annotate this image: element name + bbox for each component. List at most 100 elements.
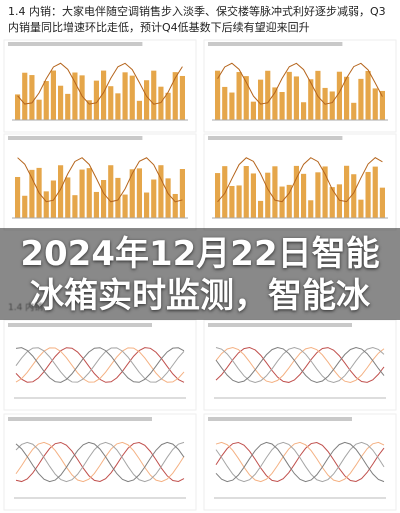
decor-bar	[358, 199, 364, 218]
panel-caption	[8, 323, 152, 327]
panel-frame	[203, 39, 397, 133]
decor-bar	[158, 165, 164, 218]
decor-bar	[43, 81, 49, 120]
decor-bar	[15, 176, 21, 218]
decor-bar	[29, 75, 35, 120]
decor-bar	[351, 102, 357, 120]
decor-bar	[172, 193, 178, 218]
panel-caption	[208, 42, 343, 46]
panel-frame	[3, 413, 197, 511]
decor-bar	[372, 88, 378, 120]
overlay-band: 2024年12月22日智能 冰箱实时监测，智能冰	[0, 228, 400, 320]
decor-line	[15, 441, 185, 483]
decor-bar	[93, 80, 99, 120]
decor-bar	[286, 71, 292, 120]
decor-line	[215, 346, 385, 384]
decor-bar	[365, 70, 371, 120]
decor-bar	[365, 171, 371, 218]
panel-frame	[3, 39, 197, 133]
decor-bar	[144, 192, 150, 218]
decor-line	[15, 441, 185, 483]
decor-bar	[72, 195, 78, 218]
decor-bar	[293, 76, 299, 120]
decor-bar	[79, 75, 85, 120]
decor-bar	[379, 187, 385, 218]
decor-bar	[308, 79, 314, 120]
decor-bar	[336, 71, 342, 120]
decor-bar	[22, 195, 28, 218]
decor-bar	[222, 86, 228, 120]
decor-bar	[229, 92, 235, 120]
decor-bar	[258, 79, 264, 120]
overlay-title: 2024年12月22日智能	[20, 234, 380, 274]
lower-heading: 1.4 内销	[8, 303, 44, 313]
decor-line	[217, 157, 383, 203]
decor-bar	[372, 166, 378, 218]
decor-bar	[265, 172, 271, 218]
panel-frame	[3, 133, 197, 231]
decor-bar	[243, 76, 249, 120]
decor-bar	[329, 91, 335, 120]
panel-frame	[203, 413, 397, 511]
decor-bar	[101, 70, 107, 120]
decor-bar	[86, 100, 92, 120]
decor-line	[215, 441, 385, 483]
decor-bar	[379, 90, 385, 120]
decor-line	[215, 441, 385, 483]
heading: 1.4 内销：大家电伴随空调销售步入淡季、保交楼等脉冲式利好逐步减弱，Q3内销量…	[8, 5, 386, 34]
decor-bar	[93, 191, 99, 218]
decor-bar	[344, 76, 350, 120]
decor-line	[217, 62, 383, 105]
decor-bar	[301, 173, 307, 218]
decor-bar	[29, 169, 35, 218]
decor-bar	[243, 166, 249, 218]
decor-bar	[329, 187, 335, 218]
decor-line	[215, 346, 385, 384]
decor-bar	[108, 165, 114, 218]
decor-bar	[151, 70, 157, 120]
decor-bar	[22, 72, 28, 120]
decor-bar	[351, 174, 357, 218]
decor-bar	[122, 194, 128, 218]
decor-bar	[101, 180, 107, 218]
decor-bar	[172, 72, 178, 120]
decor-bar	[50, 180, 56, 218]
decor-bar	[250, 173, 256, 218]
decor-bar	[322, 166, 328, 218]
panel-caption	[208, 136, 343, 140]
decor-bar	[344, 165, 350, 218]
panel-frame	[203, 133, 397, 231]
decor-bar	[250, 101, 256, 120]
decor-line	[15, 441, 185, 483]
decor-bar	[58, 85, 64, 120]
decor-bar	[129, 75, 135, 120]
decor-bar	[65, 93, 71, 120]
decor-bar	[115, 93, 121, 120]
decor-bar	[158, 86, 164, 120]
decor-bar	[229, 185, 235, 218]
decor-bar	[293, 165, 299, 218]
decor-bar	[272, 166, 278, 218]
decor-bar	[279, 186, 285, 218]
panel-caption	[8, 42, 143, 46]
decor-bar	[165, 92, 171, 120]
decor-bar	[151, 179, 157, 218]
decor-bar	[58, 165, 64, 218]
decor-line	[215, 347, 385, 383]
decor-bar	[236, 185, 242, 218]
decor-bar	[315, 172, 321, 218]
decor-bar	[358, 78, 364, 120]
decor-bar	[286, 184, 292, 218]
decor-bar	[308, 200, 314, 218]
decor-line	[215, 346, 385, 384]
panel-caption	[8, 417, 152, 421]
decor-bar	[272, 87, 278, 120]
panel-frame	[3, 319, 197, 411]
decor-bar	[115, 177, 121, 218]
panel-caption	[208, 417, 352, 421]
decor-line	[15, 441, 185, 483]
decor-line	[17, 62, 183, 105]
panel-frame	[203, 319, 397, 411]
decor-bar	[336, 184, 342, 218]
